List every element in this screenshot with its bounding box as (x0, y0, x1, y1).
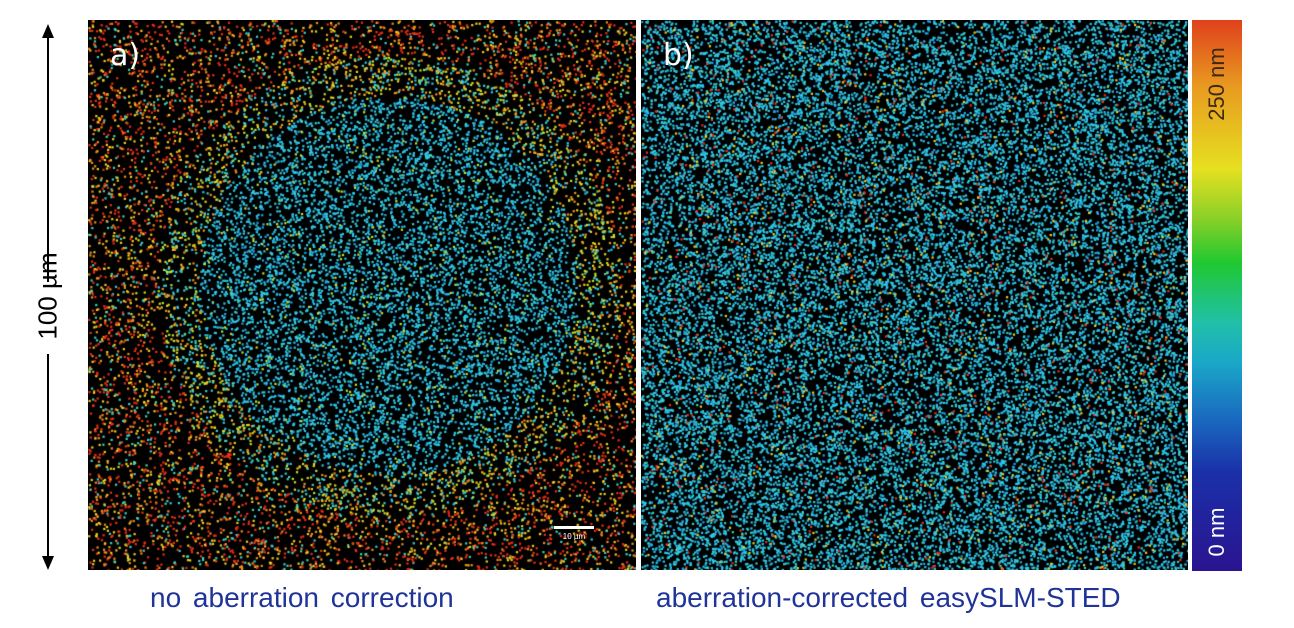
colorbar-min-label: 0 nm (1204, 507, 1229, 557)
caption-b: aberration-corrected easySLM-STED (656, 582, 1121, 613)
colorbar: 250 nm 0 nm (1192, 20, 1242, 571)
scale-arrow (42, 24, 54, 570)
colorbar-max-label: 250 nm (1204, 47, 1229, 121)
microscopy-image-corrected (641, 20, 1188, 570)
panel-a-image: a) 10 µm (88, 20, 636, 570)
scale-bar (554, 526, 594, 529)
scale-label: 100 µm (32, 252, 63, 340)
microscopy-image-uncorrected (88, 20, 636, 570)
caption-a: no aberration correction (150, 582, 454, 613)
panel-b-label: b) (663, 38, 694, 73)
scale-bar-label: 10 µm (562, 532, 586, 541)
panel-b-image: b) (641, 20, 1188, 570)
panel-a-label: a) (110, 38, 141, 73)
